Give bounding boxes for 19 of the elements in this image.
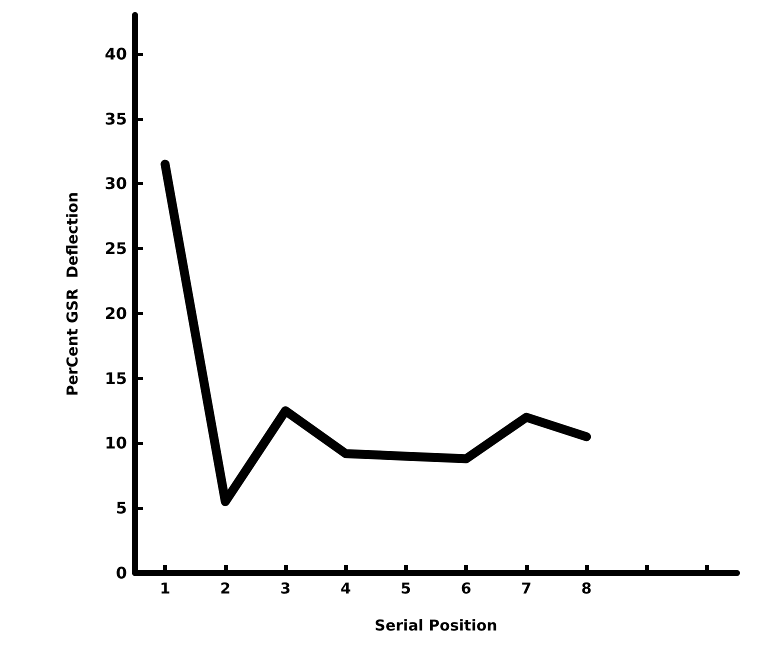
y-tick-label: 5 — [116, 498, 127, 518]
x-tick-label: 2 — [220, 580, 231, 598]
y-tick-label: 40 — [104, 44, 127, 64]
y-tick-label: 10 — [104, 434, 127, 453]
y-tick-label: 20 — [104, 304, 127, 323]
x-tick-label: 3 — [280, 580, 291, 598]
x-tick-label: 5 — [400, 580, 412, 598]
y-tick-label: 35 — [104, 109, 127, 128]
x-tick-label: 8 — [581, 580, 592, 598]
x-tick-label: 7 — [521, 580, 532, 598]
y-tick-label: 0 — [116, 564, 127, 582]
x-tick-label: 6 — [460, 580, 472, 598]
x-tick-label: 1 — [160, 580, 170, 598]
y-tick-label: 25 — [104, 239, 127, 258]
y-tick-label: 30 — [104, 174, 127, 194]
x-tick-label: 4 — [340, 580, 351, 598]
x-axis-title: Serial Position — [374, 616, 498, 634]
y-axis-title: PerCent GSR Deflection — [64, 192, 82, 396]
y-tick-label: 15 — [104, 368, 127, 388]
